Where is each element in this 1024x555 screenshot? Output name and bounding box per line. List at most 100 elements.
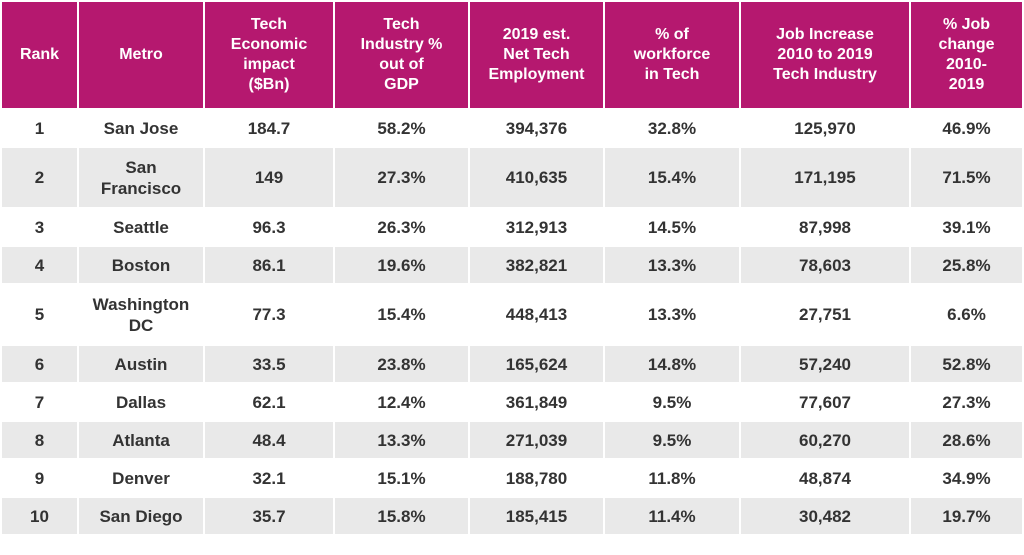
table-row: 4 Boston 86.1 19.6% 382,821 13.3% 78,603 25.8% bbox=[2, 247, 1022, 283]
metro-cell: Seattle bbox=[79, 209, 203, 245]
workforce-share-cell: 13.3% bbox=[605, 285, 739, 344]
economic-impact-cell: 184.7 bbox=[205, 110, 333, 146]
metro-cell: Washington DC bbox=[79, 285, 203, 344]
gdp-share-cell: 15.4% bbox=[335, 285, 468, 344]
table-body: 1 San Jose 184.7 58.2% 394,376 32.8% 125,970 46… bbox=[2, 110, 1022, 534]
job-increase-cell: 78,603 bbox=[741, 247, 909, 283]
workforce-share-cell: 32.8% bbox=[605, 110, 739, 146]
workforce-share-cell: 9.5% bbox=[605, 384, 739, 420]
job-change-cell: 27.3% bbox=[911, 384, 1022, 420]
job-change-cell: 34.9% bbox=[911, 460, 1022, 496]
gdp-share-cell: 58.2% bbox=[335, 110, 468, 146]
economic-impact-cell: 77.3 bbox=[205, 285, 333, 344]
table-row: 3 Seattle 96.3 26.3% 312,913 14.5% 87,998 39.1% bbox=[2, 209, 1022, 245]
table-row: 10 San Diego 35.7 15.8% 185,415 11.4% 30,482 19… bbox=[2, 498, 1022, 534]
table-row: 5 Washington DC 77.3 15.4% 448,413 13.3% 27,75… bbox=[2, 285, 1022, 344]
economic-impact-cell: 48.4 bbox=[205, 422, 333, 458]
header-net-employment: 2019 est. Net Tech Employment bbox=[470, 2, 603, 108]
job-increase-cell: 87,998 bbox=[741, 209, 909, 245]
header-rank: Rank bbox=[2, 2, 77, 108]
net-employment-cell: 165,624 bbox=[470, 346, 603, 382]
job-increase-cell: 171,195 bbox=[741, 148, 909, 207]
economic-impact-cell: 86.1 bbox=[205, 247, 333, 283]
net-employment-cell: 312,913 bbox=[470, 209, 603, 245]
workforce-share-cell: 14.8% bbox=[605, 346, 739, 382]
net-employment-cell: 382,821 bbox=[470, 247, 603, 283]
gdp-share-cell: 13.3% bbox=[335, 422, 468, 458]
header-job-change: % Job change 2010- 2019 bbox=[911, 2, 1022, 108]
header-workforce-share: % of workforce in Tech bbox=[605, 2, 739, 108]
job-change-cell: 25.8% bbox=[911, 247, 1022, 283]
rank-cell: 3 bbox=[2, 209, 77, 245]
workforce-share-cell: 9.5% bbox=[605, 422, 739, 458]
workforce-share-cell: 13.3% bbox=[605, 247, 739, 283]
gdp-share-cell: 15.8% bbox=[335, 498, 468, 534]
net-employment-cell: 410,635 bbox=[470, 148, 603, 207]
rank-cell: 9 bbox=[2, 460, 77, 496]
workforce-share-cell: 15.4% bbox=[605, 148, 739, 207]
metro-cell: San Jose bbox=[79, 110, 203, 146]
net-employment-cell: 188,780 bbox=[470, 460, 603, 496]
table-row: 7 Dallas 62.1 12.4% 361,849 9.5% 77,607 27.3% bbox=[2, 384, 1022, 420]
header-economic-impact: Tech Economic impact ($Bn) bbox=[205, 2, 333, 108]
rank-cell: 6 bbox=[2, 346, 77, 382]
metro-cell: Denver bbox=[79, 460, 203, 496]
job-change-cell: 46.9% bbox=[911, 110, 1022, 146]
gdp-share-cell: 23.8% bbox=[335, 346, 468, 382]
rank-cell: 7 bbox=[2, 384, 77, 420]
job-change-cell: 39.1% bbox=[911, 209, 1022, 245]
job-change-cell: 19.7% bbox=[911, 498, 1022, 534]
table-row: 1 San Jose 184.7 58.2% 394,376 32.8% 125,970 46… bbox=[2, 110, 1022, 146]
workforce-share-cell: 14.5% bbox=[605, 209, 739, 245]
metro-cell: Atlanta bbox=[79, 422, 203, 458]
economic-impact-cell: 32.1 bbox=[205, 460, 333, 496]
tech-metros-table: Rank Metro Tech Economic impact ($Bn) Te… bbox=[2, 2, 1022, 534]
gdp-share-cell: 27.3% bbox=[335, 148, 468, 207]
rank-cell: 8 bbox=[2, 422, 77, 458]
gdp-share-cell: 19.6% bbox=[335, 247, 468, 283]
rank-cell: 4 bbox=[2, 247, 77, 283]
job-increase-cell: 60,270 bbox=[741, 422, 909, 458]
economic-impact-cell: 33.5 bbox=[205, 346, 333, 382]
rank-cell: 10 bbox=[2, 498, 77, 534]
header-job-increase: Job Increase 2010 to 2019 Tech Industry bbox=[741, 2, 909, 108]
job-change-cell: 71.5% bbox=[911, 148, 1022, 207]
rank-cell: 2 bbox=[2, 148, 77, 207]
job-increase-cell: 125,970 bbox=[741, 110, 909, 146]
job-increase-cell: 30,482 bbox=[741, 498, 909, 534]
job-increase-cell: 77,607 bbox=[741, 384, 909, 420]
header-gdp-share: Tech Industry % out of GDP bbox=[335, 2, 468, 108]
metro-cell: San Francisco bbox=[79, 148, 203, 207]
job-change-cell: 6.6% bbox=[911, 285, 1022, 344]
gdp-share-cell: 15.1% bbox=[335, 460, 468, 496]
table-row: 9 Denver 32.1 15.1% 188,780 11.8% 48,874 34.9% bbox=[2, 460, 1022, 496]
net-employment-cell: 185,415 bbox=[470, 498, 603, 534]
header-metro: Metro bbox=[79, 2, 203, 108]
metro-cell: San Diego bbox=[79, 498, 203, 534]
table-row: 6 Austin 33.5 23.8% 165,624 14.8% 57,240 52.8% bbox=[2, 346, 1022, 382]
economic-impact-cell: 96.3 bbox=[205, 209, 333, 245]
job-increase-cell: 48,874 bbox=[741, 460, 909, 496]
economic-impact-cell: 149 bbox=[205, 148, 333, 207]
table-row: 2 San Francisco 149 27.3% 410,635 15.4% 171,19… bbox=[2, 148, 1022, 207]
gdp-share-cell: 26.3% bbox=[335, 209, 468, 245]
job-change-cell: 52.8% bbox=[911, 346, 1022, 382]
economic-impact-cell: 35.7 bbox=[205, 498, 333, 534]
gdp-share-cell: 12.4% bbox=[335, 384, 468, 420]
net-employment-cell: 361,849 bbox=[470, 384, 603, 420]
header-row: Rank Metro Tech Economic impact ($Bn) Te… bbox=[2, 2, 1022, 108]
metro-cell: Austin bbox=[79, 346, 203, 382]
metro-cell: Boston bbox=[79, 247, 203, 283]
job-change-cell: 28.6% bbox=[911, 422, 1022, 458]
workforce-share-cell: 11.8% bbox=[605, 460, 739, 496]
rank-cell: 1 bbox=[2, 110, 77, 146]
table-row: 8 Atlanta 48.4 13.3% 271,039 9.5% 60,270 28.6% bbox=[2, 422, 1022, 458]
net-employment-cell: 271,039 bbox=[470, 422, 603, 458]
rank-cell: 5 bbox=[2, 285, 77, 344]
job-increase-cell: 57,240 bbox=[741, 346, 909, 382]
economic-impact-cell: 62.1 bbox=[205, 384, 333, 420]
net-employment-cell: 448,413 bbox=[470, 285, 603, 344]
metro-cell: Dallas bbox=[79, 384, 203, 420]
workforce-share-cell: 11.4% bbox=[605, 498, 739, 534]
job-increase-cell: 27,751 bbox=[741, 285, 909, 344]
